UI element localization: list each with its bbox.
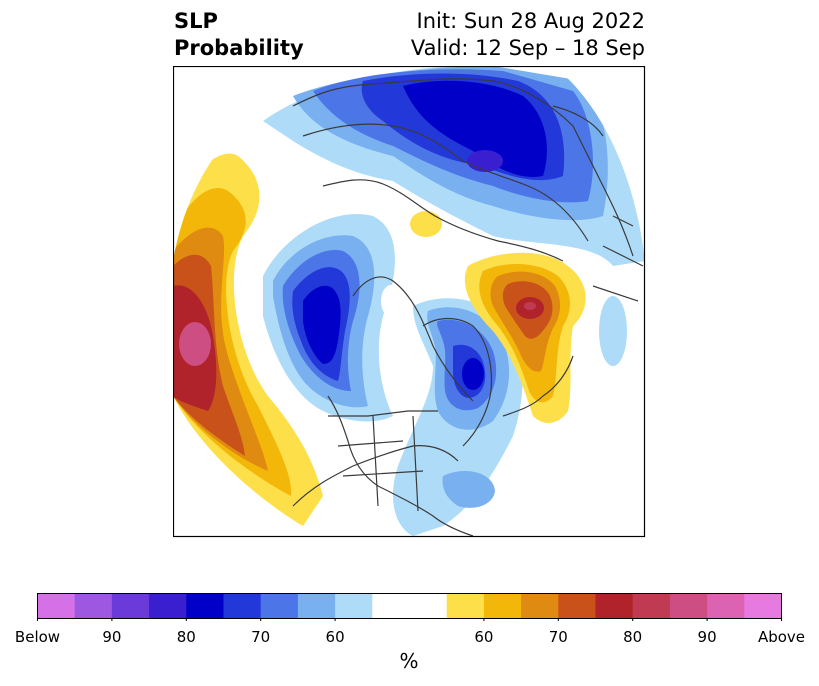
title-variable: SLP <box>174 9 218 33</box>
title-probability: Probability <box>174 36 304 60</box>
colorbar-segment <box>707 593 745 619</box>
colorbar-tick-label: 70 <box>548 628 568 646</box>
probability-shading <box>173 66 645 536</box>
colorbar-segment <box>595 593 634 619</box>
coastlines <box>292 78 644 537</box>
colorbar-segments <box>37 593 782 619</box>
colorbar-segment <box>297 593 336 619</box>
colorbar-segment <box>186 593 224 619</box>
colorbar-segment <box>149 593 187 619</box>
title-valid-range: Valid: 12 Sep – 18 Sep <box>410 36 645 60</box>
above-anomaly-pacific-85 <box>179 322 211 366</box>
below-anomaly-small-east <box>599 296 627 366</box>
below-anomaly-atlantic-80 <box>462 358 484 390</box>
colorbar-tick-label: 80 <box>623 628 643 646</box>
below-anomaly-eurasia-85 <box>467 150 503 172</box>
map-frame-border <box>173 66 646 538</box>
colorbar-segment <box>260 593 299 619</box>
colorbar-tick-label: Below <box>14 628 61 646</box>
colorbar-border <box>37 593 782 619</box>
figure-title-right: Init: Sun 28 Aug 2022 Valid: 12 Sep – 18… <box>411 8 645 62</box>
colorbar-segment <box>74 593 113 619</box>
colorbar-segment <box>446 593 485 619</box>
probability-map <box>173 66 646 538</box>
colorbar-tick-label: 90 <box>102 628 122 646</box>
figure-title-left: SLP Probability <box>174 8 304 62</box>
colorbar-tick-label: Above <box>757 628 806 646</box>
below-anomaly-us-southeast-65 <box>442 471 495 508</box>
colorbar-segment <box>372 593 410 619</box>
colorbar-tick-label: 80 <box>176 628 196 646</box>
above-anomaly-small-north <box>410 211 442 237</box>
below-anomaly-namerica-80 <box>303 285 341 364</box>
below-anomaly-eurasia-80 <box>403 80 547 177</box>
colorbar-segment <box>37 593 76 619</box>
above-anomaly-siberia-85 <box>524 302 536 310</box>
colorbar-segment <box>223 593 262 619</box>
colorbar-tick-label: 60 <box>474 628 494 646</box>
colorbar-unit-label: % <box>399 649 419 673</box>
colorbar-tick-label: 60 <box>325 628 345 646</box>
colorbar-ticks <box>37 619 782 621</box>
colorbar-segment <box>632 593 671 619</box>
colorbar-segment <box>521 593 559 619</box>
colorbar-tick-label: 90 <box>697 628 717 646</box>
colorbar-segment <box>111 593 150 619</box>
colorbar <box>37 593 782 621</box>
title-init-date: Init: Sun 28 Aug 2022 <box>416 9 645 33</box>
colorbar-segment <box>669 593 708 619</box>
colorbar-tick-label: 70 <box>251 628 271 646</box>
colorbar-segment <box>483 593 522 619</box>
colorbar-segment <box>335 593 373 619</box>
neutral-area-center <box>381 285 401 317</box>
colorbar-segment <box>744 593 782 619</box>
colorbar-segment <box>409 593 448 619</box>
colorbar-segment <box>558 593 596 619</box>
